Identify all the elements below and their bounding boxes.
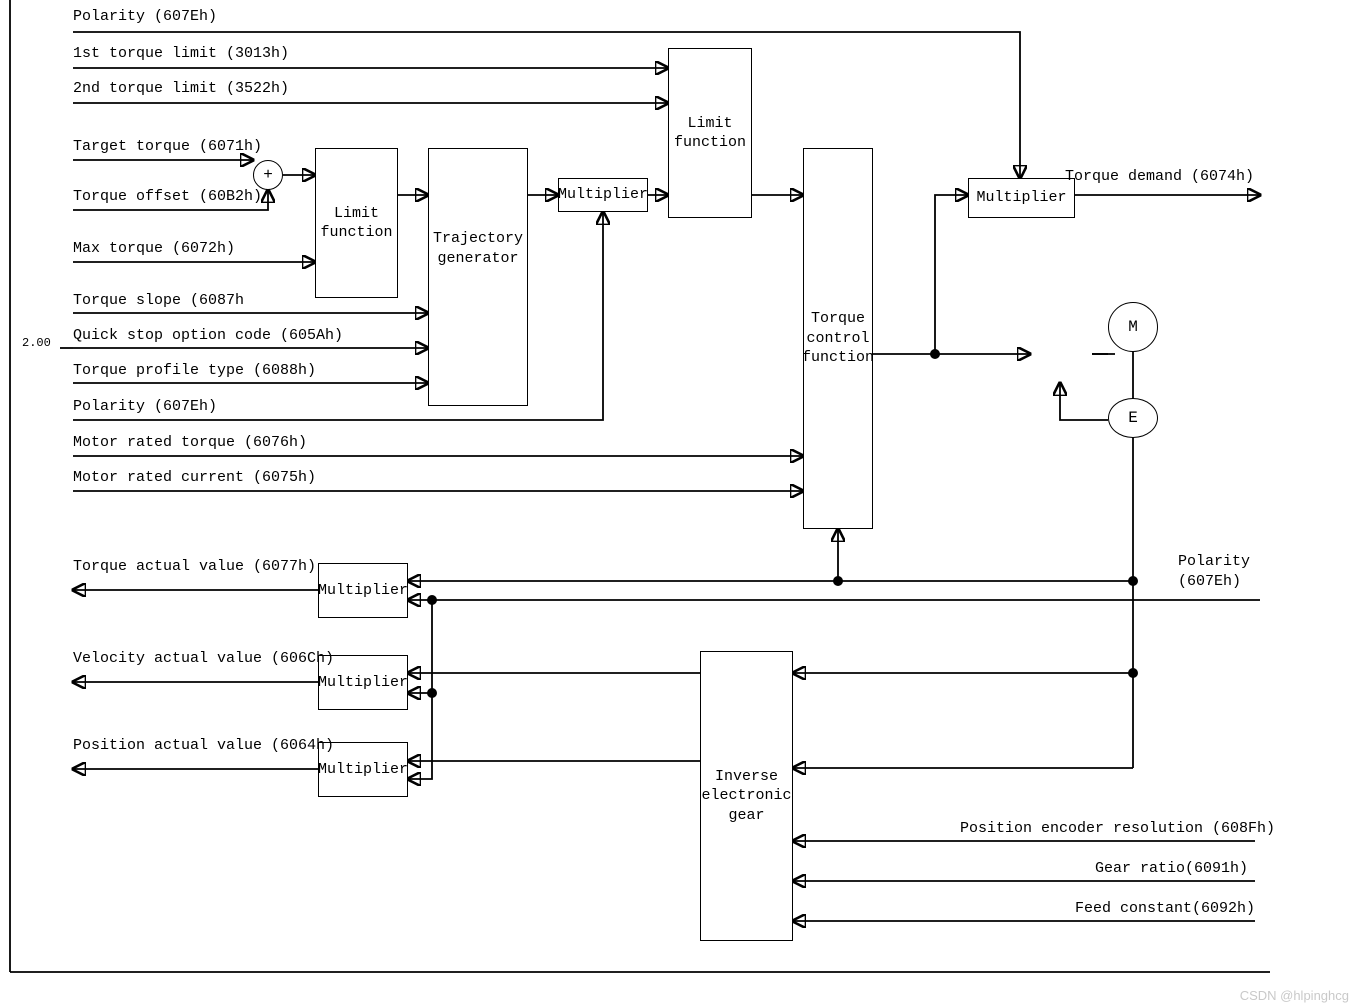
label-motor-rated-current: Motor rated current (6075h) xyxy=(73,469,316,486)
label-gear-ratio: Gear ratio(6091h) xyxy=(1095,860,1248,877)
label-torque-profile-type: Torque profile type (6088h) xyxy=(73,362,316,379)
label-torque-offset: Torque offset (60B2h) xyxy=(73,188,262,205)
block-inverse-electronic-gear: Inverse electronic gear xyxy=(700,651,793,941)
block-limit-function-1: Limit function xyxy=(315,148,398,298)
label-max-torque: Max torque (6072h) xyxy=(73,240,235,257)
block-multiplier-2: Multiplier xyxy=(968,178,1075,218)
sum-node: + xyxy=(253,160,283,190)
block-trajectory-generator: Trajectory generator xyxy=(428,148,528,406)
label-polarity-right1: Polarity xyxy=(1178,553,1250,570)
label-quick-stop: Quick stop option code (605Ah) xyxy=(73,327,343,344)
motor-circle: M xyxy=(1108,302,1158,352)
block-multiplier-1: Multiplier xyxy=(558,178,648,212)
label-position-actual: Position actual value (6064h) xyxy=(73,737,334,754)
label-polarity-mid: Polarity (607Eh) xyxy=(73,398,217,415)
label-1st-torque-limit: 1st torque limit (3013h) xyxy=(73,45,289,62)
triangle-2-00-label: 2.00 xyxy=(22,336,51,350)
label-polarity-right2: (607Eh) xyxy=(1178,573,1241,590)
label-velocity-actual: Velocity actual value (606Ch) xyxy=(73,650,334,667)
label-torque-actual: Torque actual value (6077h) xyxy=(73,558,316,575)
label-torque-slope: Torque slope (6087h xyxy=(73,292,244,309)
label-position-encoder-resolution: Position encoder resolution (608Fh) xyxy=(960,820,1275,837)
block-multiplier-torque-actual: Multiplier xyxy=(318,563,408,618)
label-2nd-torque-limit: 2nd torque limit (3522h) xyxy=(73,80,289,97)
block-torque-control: Torque control function xyxy=(803,148,873,529)
block-limit-function-2: Limit function xyxy=(668,48,752,218)
watermark: CSDN @hlpinghcg xyxy=(1240,988,1349,1003)
label-feed-constant: Feed constant(6092h) xyxy=(1075,900,1255,917)
label-motor-rated-torque: Motor rated torque (6076h) xyxy=(73,434,307,451)
label-polarity-top: Polarity (607Eh) xyxy=(73,8,217,25)
label-target-torque: Target torque (6071h) xyxy=(73,138,262,155)
encoder-circle: E xyxy=(1108,398,1158,438)
diagram-canvas: line,polyline,path{stroke:#000;stroke-wi… xyxy=(0,0,1357,1005)
label-torque-demand: Torque demand (6074h) xyxy=(1065,168,1254,185)
